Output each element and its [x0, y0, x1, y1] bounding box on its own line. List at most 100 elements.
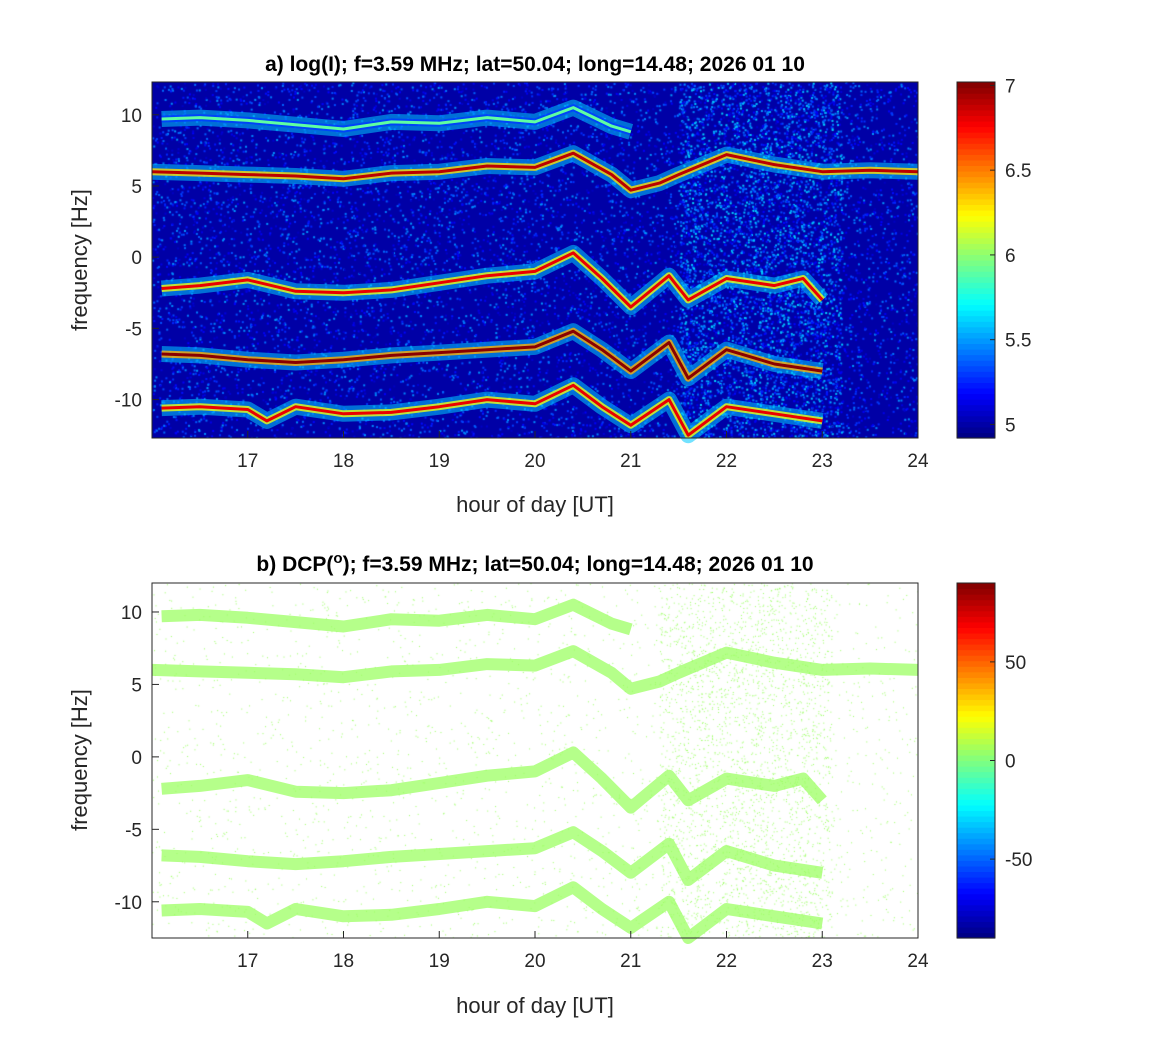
colorbar-segment	[957, 594, 995, 601]
colorbar-tick-label: 7	[1005, 76, 1016, 97]
spectrogram-b-background	[152, 583, 918, 938]
x-tick-label: 21	[620, 451, 641, 472]
axes-box	[151, 81, 919, 439]
ridge-10Hz	[161, 598, 633, 636]
colorbar-segment	[957, 126, 995, 133]
colorbar-segment	[957, 682, 995, 689]
colorbar-segment	[957, 760, 995, 767]
colorbar-segment	[957, 932, 995, 939]
colorbar-segment	[957, 732, 995, 739]
axes-box	[151, 582, 919, 939]
x-tick-label: 18	[333, 951, 354, 972]
colorbar-segment	[957, 159, 995, 167]
colorbar-segment	[957, 276, 995, 283]
y-tick-label: -10	[115, 391, 142, 412]
colorbar-segment	[957, 410, 995, 417]
colorbar-segment	[957, 766, 995, 773]
colorbar-segment	[957, 588, 995, 595]
colorbar-segment	[957, 315, 995, 322]
ridge-minus7Hz	[161, 826, 824, 886]
y-tick-label: 10	[121, 106, 142, 127]
colorbar-segment	[957, 176, 995, 183]
colorbar-segment	[957, 404, 995, 411]
colorbar	[956, 81, 996, 439]
colorbar-tick-label: 6.5	[1005, 161, 1031, 182]
colorbar-segment	[957, 399, 995, 406]
x-tick-label: 23	[812, 951, 833, 972]
y-tick-label: -5	[125, 820, 142, 841]
colorbar-segment	[957, 354, 995, 361]
colorbar-segment	[957, 649, 995, 656]
colorbar-segment	[957, 632, 995, 640]
colorbar-segment	[957, 583, 995, 590]
colorbar-segment	[957, 87, 995, 94]
colorbar-segment	[957, 644, 995, 651]
colorbar-segment	[957, 893, 995, 900]
colorbar-segment	[957, 432, 995, 439]
x-tick-label: 19	[429, 451, 450, 472]
x-tick-label: 20	[524, 951, 545, 972]
colorbar-segment	[957, 304, 995, 311]
y-tick-label: -5	[125, 319, 142, 340]
colorbar-segment	[957, 382, 995, 389]
chart-a-title: a) log(I); f=3.59 MHz; lat=50.04; long=1…	[265, 53, 805, 76]
colorbar-segment	[957, 904, 995, 911]
colorbar-segment	[957, 605, 995, 612]
colorbar-segment	[957, 804, 995, 812]
colorbar-segment	[957, 237, 995, 244]
colorbar-segment	[957, 93, 995, 100]
colorbar-segment	[957, 793, 995, 800]
colorbar-segment	[957, 849, 995, 856]
colorbar-segment	[957, 243, 995, 250]
colorbar-segment	[957, 321, 995, 328]
colorbar-segment	[957, 727, 995, 734]
ridge-6Hz	[151, 151, 919, 192]
colorbar-segment	[957, 860, 995, 867]
colorbar-segment	[957, 365, 995, 372]
ridge-minus7Hz	[161, 329, 823, 380]
colorbar-segment	[957, 716, 995, 723]
colorbar-segment	[957, 137, 995, 144]
colorbar-segment	[957, 771, 995, 778]
colorbar-segment	[957, 132, 995, 139]
colorbar-segment	[957, 810, 995, 817]
x-tick-label: 20	[524, 451, 545, 472]
chart-b-xlabel: hour of day [UT]	[456, 993, 614, 1018]
colorbar-segment	[957, 282, 995, 289]
ridge-6Hz	[151, 645, 919, 695]
colorbar-segment	[957, 298, 995, 306]
colorbar-segment	[957, 326, 995, 333]
ridge-minus11Hz	[161, 881, 824, 944]
colorbar-segment	[957, 349, 995, 356]
chart-a-ylabel: frequency [Hz]	[67, 189, 92, 331]
colorbar-segment	[957, 749, 995, 756]
colorbar-segment	[957, 671, 995, 678]
colorbar-segment	[957, 799, 995, 806]
y-tick-label: 5	[131, 675, 142, 696]
colorbar-segment	[957, 705, 995, 712]
colorbar-segment	[957, 248, 995, 256]
colorbar-segment	[957, 710, 995, 717]
colorbar-segment	[957, 109, 995, 116]
colorbar-segment	[957, 843, 995, 850]
x-tick-label: 18	[333, 451, 354, 472]
colorbar-segment	[957, 688, 995, 695]
y-tick-label: -10	[115, 893, 142, 914]
colorbar-segment	[957, 882, 995, 889]
colorbar-segment	[957, 660, 995, 667]
ridge-minus2Hz	[161, 251, 824, 309]
colorbar-segment	[957, 865, 995, 873]
colorbar-segment	[957, 910, 995, 917]
x-tick-label: 21	[620, 951, 641, 972]
y-tick-label: 0	[131, 248, 142, 269]
colorbar-segment	[957, 677, 995, 684]
colorbar-segment	[957, 627, 995, 634]
colorbar-tick-label: 6	[1005, 246, 1016, 267]
y-tick-label: 0	[131, 748, 142, 769]
x-tick-label: 17	[237, 451, 258, 472]
y-tick-label: 10	[121, 603, 142, 624]
colorbar-segment	[957, 104, 995, 111]
colorbar-segment	[957, 393, 995, 400]
colorbar-segment	[957, 782, 995, 789]
